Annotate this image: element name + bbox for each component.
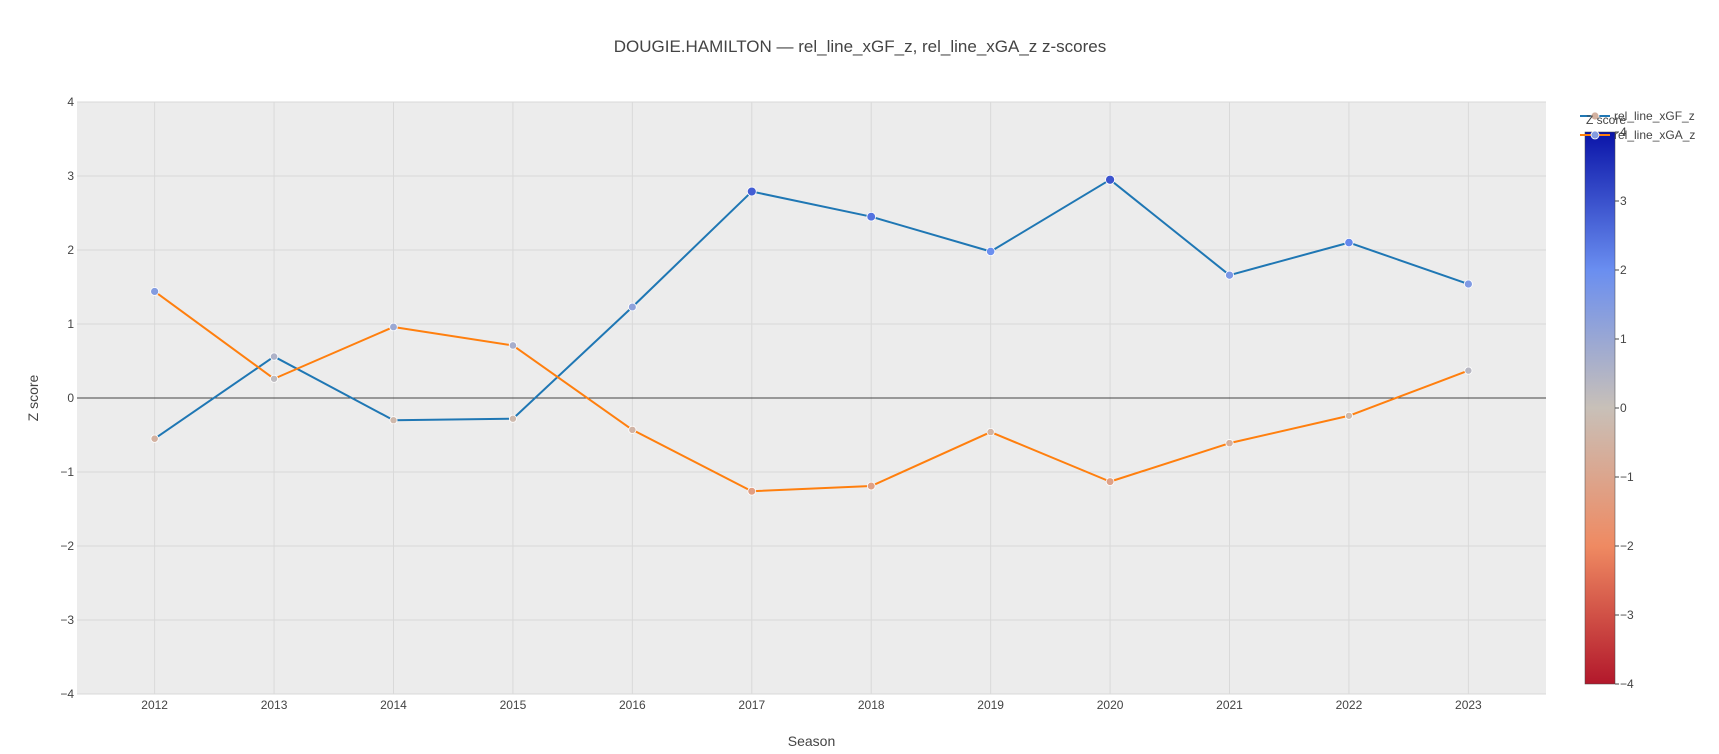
- y-tick-label: 1: [67, 317, 74, 331]
- data-point-rel_line_xGF_z-2022[interactable]: [1344, 237, 1354, 248]
- data-point-rel_line_xGA_z-2023[interactable]: [1464, 366, 1473, 375]
- data-point-rel_line_xGA_z-2018[interactable]: [866, 481, 876, 491]
- data-point-rel_line_xGF_z-2018[interactable]: [866, 211, 876, 222]
- legend[interactable]: rel_line_xGF_z rel_line_xGA_z: [1580, 109, 1695, 142]
- y-tick-label: −3: [60, 613, 74, 627]
- colorbar-title: Z score: [1586, 113, 1626, 127]
- data-point-rel_line_xGF_z-2016[interactable]: [628, 302, 637, 312]
- legend-label: rel_line_xGA_z: [1614, 128, 1695, 142]
- series-line-rel_line_xGA_z: [154, 290, 1469, 493]
- legend-swatch-marker: [1590, 130, 1600, 140]
- x-tick-label: 2014: [380, 698, 407, 712]
- colorbar-tick-label: 2: [1620, 263, 1627, 277]
- x-tick-label: 2020: [1097, 698, 1124, 712]
- data-point-rel_line_xGA_z-2012[interactable]: [150, 287, 160, 296]
- data-point-rel_line_xGA_z-2019[interactable]: [986, 427, 995, 437]
- colorbar-tick-label: 3: [1620, 194, 1627, 208]
- colorbar-tick-label: 0: [1620, 401, 1627, 415]
- y-tick-label: 2: [67, 243, 74, 257]
- data-point-rel_line_xGA_z-2014[interactable]: [389, 322, 398, 332]
- data-point-rel_line_xGF_z-2015[interactable]: [508, 414, 517, 423]
- x-tick-label: 2012: [141, 698, 168, 712]
- y-tick-label: −1: [60, 465, 74, 479]
- y-axis-ticks: 4 3 2 1 0 −1 −2 −3 −4: [60, 95, 74, 701]
- legend-item-rel_line_xGA_z[interactable]: rel_line_xGA_z: [1580, 128, 1695, 142]
- y-tick-label: −2: [60, 539, 74, 553]
- colorbar-tick-label: −1: [1620, 470, 1634, 484]
- x-tick-label: 2021: [1216, 698, 1243, 712]
- x-tick-label: 2016: [619, 698, 646, 712]
- y-tick-label: 3: [67, 169, 74, 183]
- colorbar-tick-label: 1: [1620, 332, 1627, 346]
- series-rel_line_xGA_z: [150, 287, 1473, 496]
- x-axis-label: Season: [788, 733, 835, 749]
- colorbar-gradient: [1584, 131, 1616, 685]
- data-point-rel_line_xGA_z-2020[interactable]: [1105, 477, 1115, 486]
- x-tick-label: 2015: [500, 698, 527, 712]
- y-tick-label: 4: [67, 95, 74, 109]
- data-point-rel_line_xGF_z-2019[interactable]: [986, 246, 996, 257]
- chart-title: DOUGIE.HAMILTON — rel_line_xGF_z, rel_li…: [614, 37, 1107, 56]
- y-tick-label: 0: [67, 391, 74, 405]
- data-point-rel_line_xGF_z-2013[interactable]: [269, 352, 279, 361]
- data-point-rel_line_xGA_z-2013[interactable]: [270, 374, 279, 383]
- data-point-rel_line_xGF_z-2021[interactable]: [1225, 270, 1234, 280]
- legend-label: rel_line_xGF_z: [1614, 109, 1695, 123]
- x-tick-label: 2018: [858, 698, 885, 712]
- data-point-rel_line_xGA_z-2021[interactable]: [1225, 439, 1234, 448]
- data-point-rel_line_xGF_z-2023[interactable]: [1463, 279, 1473, 289]
- colorbar-ticks: 4 3 2 1 0 −1 −2 −3 −4: [1615, 125, 1634, 691]
- x-tick-label: 2023: [1455, 698, 1482, 712]
- series-rel_line_xGF_z: [150, 174, 1473, 443]
- series-line-rel_line_xGF_z: [154, 178, 1469, 440]
- x-axis-ticks: 2012 2013 2014 2015 2016 2017 2018 2019 2020 2021…: [141, 698, 1482, 712]
- colorbar-tick-label: 4: [1620, 125, 1627, 139]
- data-point-rel_line_xGF_z-2017[interactable]: [746, 186, 757, 197]
- x-tick-label: 2013: [261, 698, 288, 712]
- data-point-rel_line_xGF_z-2014[interactable]: [389, 416, 398, 425]
- y-tick-label: −4: [60, 687, 74, 701]
- colorbar-tick-label: −4: [1620, 677, 1634, 691]
- x-tick-label: 2022: [1336, 698, 1363, 712]
- data-point-rel_line_xGA_z-2022[interactable]: [1344, 411, 1353, 420]
- series-layer: [150, 174, 1473, 496]
- colorbar-tick-label: −2: [1620, 539, 1634, 553]
- colorbar: 4 3 2 1 0 −1 −2 −3 −4: [1584, 125, 1634, 691]
- x-tick-label: 2019: [977, 698, 1004, 712]
- x-tick-label: 2017: [738, 698, 765, 712]
- data-point-rel_line_xGA_z-2016[interactable]: [628, 425, 637, 434]
- data-point-rel_line_xGF_z-2020[interactable]: [1105, 174, 1116, 185]
- legend-swatch-marker: [1590, 111, 1600, 121]
- legend-item-rel_line_xGF_z[interactable]: rel_line_xGF_z: [1580, 109, 1695, 123]
- data-point-rel_line_xGA_z-2015[interactable]: [508, 341, 518, 350]
- colorbar-tick-label: −3: [1620, 608, 1634, 622]
- data-point-rel_line_xGF_z-2012[interactable]: [150, 434, 159, 443]
- y-axis-label: Z score: [25, 374, 41, 421]
- data-point-rel_line_xGA_z-2017[interactable]: [747, 486, 757, 496]
